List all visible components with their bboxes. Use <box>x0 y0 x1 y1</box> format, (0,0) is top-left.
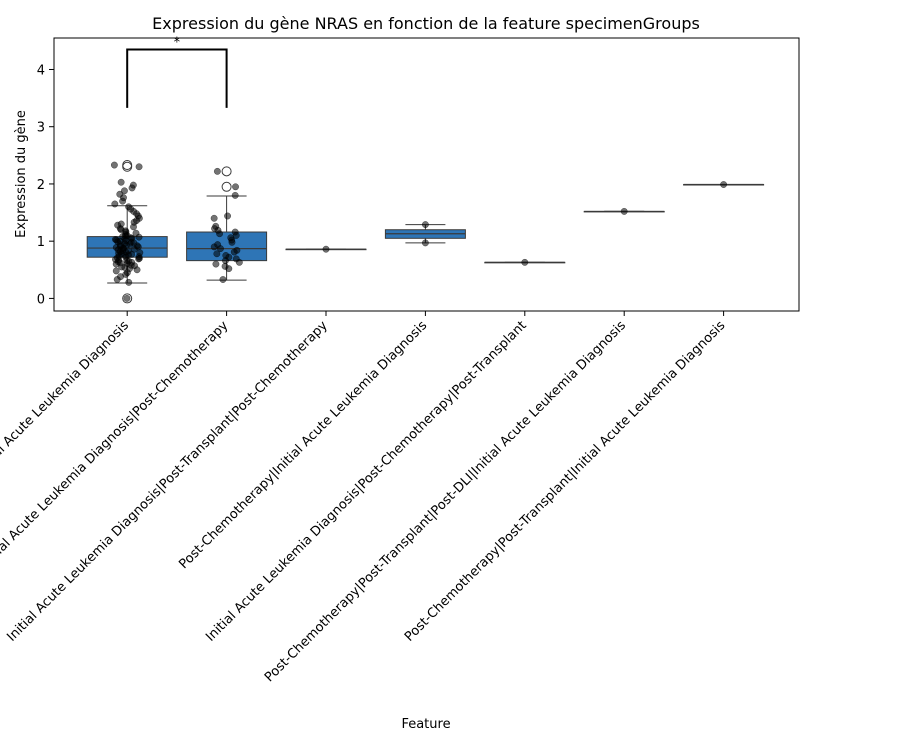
x-tick-label: Initial Acute Leukemia Diagnosis|Post-Tr… <box>4 318 331 645</box>
y-tick-label: 4 <box>37 63 45 78</box>
y-tick-label: 3 <box>37 121 45 136</box>
data-point <box>123 294 131 302</box>
data-point <box>136 249 144 257</box>
x-axis-label: Feature <box>401 717 450 732</box>
x-tick-label: Post-Chemotherapy|Post-Transplant|Post-D… <box>262 318 629 685</box>
plot-frame <box>53 37 800 312</box>
outlier-marker <box>221 166 232 177</box>
data-point <box>129 181 137 189</box>
data-point <box>125 203 133 211</box>
data-point <box>111 236 119 243</box>
x-tick-label: Initial Acute Leukemia Diagnosis|Post-Ch… <box>203 318 529 644</box>
data-point <box>222 252 230 259</box>
x-tick-label: Initial Acute Leukemia Diagnosis <box>0 318 132 478</box>
data-point <box>117 178 125 186</box>
data-point <box>135 163 143 171</box>
data-point <box>125 278 133 286</box>
data-points <box>110 161 728 302</box>
y-axis-label: Expression du gène <box>14 110 29 238</box>
outlier-marker <box>122 293 133 304</box>
data-point <box>521 258 529 266</box>
data-point <box>720 181 728 188</box>
data-point <box>620 207 628 215</box>
y-tick-label: 1 <box>37 235 45 250</box>
data-point <box>322 245 330 253</box>
x-axis-ticks: Initial Acute Leukemia DiagnosisInitial … <box>0 311 729 685</box>
significance-annotations: * <box>126 35 228 108</box>
chart-title: Expression du gène NRAS en fonction de l… <box>152 14 700 33</box>
data-point <box>421 239 429 247</box>
outlier-marker <box>221 181 232 192</box>
significance-bracket <box>126 48 228 108</box>
data-point <box>232 255 240 263</box>
data-point <box>219 276 227 283</box>
data-point <box>111 200 119 208</box>
outlier-marker <box>122 161 133 172</box>
data-point <box>116 190 124 198</box>
y-tick-label: 2 <box>37 178 45 193</box>
data-point <box>117 220 125 228</box>
data-point <box>214 241 222 249</box>
data-point <box>213 167 221 175</box>
data-point <box>221 262 229 270</box>
box-series <box>86 160 765 304</box>
y-axis-ticks: 0 1 2 3 4 <box>37 63 54 307</box>
data-point <box>232 183 239 191</box>
data-point <box>212 260 220 268</box>
x-tick-label: Post-Chemotherapy|Post-Transplant|Initia… <box>402 318 729 645</box>
data-point <box>231 228 239 236</box>
data-point <box>120 187 128 195</box>
significance-label: * <box>174 35 181 50</box>
data-point <box>231 191 239 199</box>
data-point <box>212 222 220 230</box>
data-point <box>213 250 221 258</box>
data-point <box>233 246 241 254</box>
data-point <box>210 214 218 222</box>
data-point <box>132 229 140 237</box>
data-point <box>112 267 120 275</box>
data-point <box>421 221 429 229</box>
data-point <box>110 161 118 169</box>
y-tick-label: 0 <box>37 292 45 307</box>
data-point <box>224 212 232 220</box>
